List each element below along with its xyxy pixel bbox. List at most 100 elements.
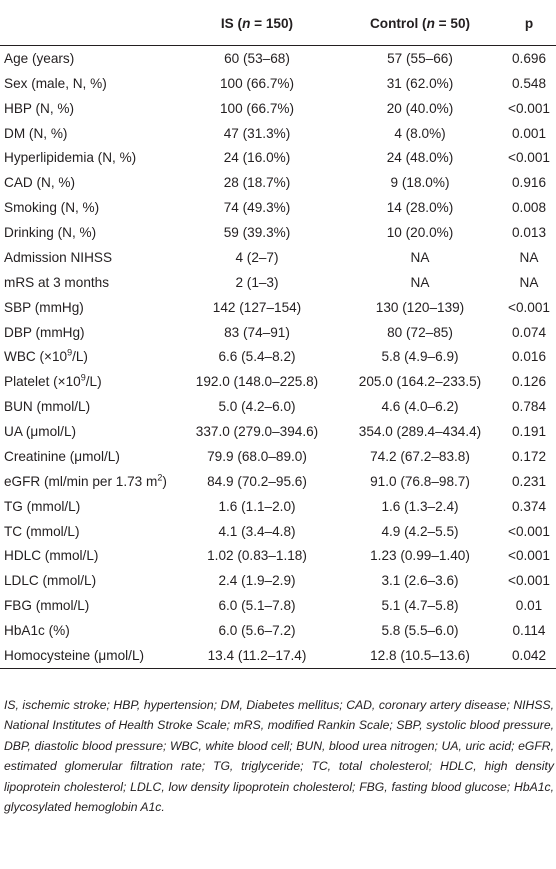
row-control-value: 24 (48.0%) xyxy=(386,150,454,166)
row-is-value: 1.6 (1.1–2.0) xyxy=(218,498,296,514)
row-variable: Platelet (×109/L) xyxy=(0,369,176,394)
header-is-n: n xyxy=(242,15,251,31)
row-p-value: <0.001 xyxy=(508,150,550,166)
row-control-value: 1.6 (1.3–2.4) xyxy=(381,498,459,514)
row-variable: TC (mmol/L) xyxy=(4,523,80,539)
row-control-value: 1.23 (0.99–1.40) xyxy=(370,548,470,564)
row-control-value: NA xyxy=(410,274,430,290)
table-row: Age (years) 60 (53–68) 57 (55–66) 0.696 xyxy=(0,46,556,71)
row-is-value: 83 (74–91) xyxy=(224,324,290,340)
row-control-value: 74.2 (67.2–83.8) xyxy=(370,448,470,464)
row-is-value: 2.4 (1.9–2.9) xyxy=(218,573,296,589)
table-row: eGFR (ml/min per 1.73 m2) 84.9 (70.2–95.6… xyxy=(0,469,556,494)
table-row: mRS at 3 months 2 (1–3) NA NA xyxy=(0,270,556,295)
row-control-value: 5.1 (4.7–5.8) xyxy=(381,598,459,614)
row-p-value: 0.114 xyxy=(512,623,546,639)
row-control-value: 4.9 (4.2–5.5) xyxy=(381,523,459,539)
table-row: FBG (mmol/L) 6.0 (5.1–7.8) 5.1 (4.7–5.8) 0.… xyxy=(0,593,556,618)
row-control-value: 91.0 (76.8–98.7) xyxy=(370,473,470,489)
row-is-value: 24 (16.0%) xyxy=(223,150,291,166)
row-variable: DM (N, %) xyxy=(4,125,68,141)
row-variable: DBP (mmHg) xyxy=(4,324,85,340)
row-p-value: 0.001 xyxy=(511,125,547,141)
table-row: Sex (male, N, %) 100 (66.7%) 31 (62.0%) 0.5… xyxy=(0,71,556,96)
row-is-value: 79.9 (68.0–89.0) xyxy=(207,448,307,464)
row-variable: Hyperlipidemia (N, %) xyxy=(4,150,137,166)
table-row: DM (N, %) 47 (31.3%) 4 (8.0%) 0.001 xyxy=(0,121,556,146)
row-variable: mRS at 3 months xyxy=(4,274,110,290)
row-variable: WBC (×109/L) xyxy=(0,345,176,370)
row-variable: Creatinine (μmol/L) xyxy=(4,448,120,464)
row-is-value: 142 (127–154) xyxy=(212,299,302,315)
row-variable-text: WBC (×10 xyxy=(4,349,68,365)
row-control-value: 4 (8.0%) xyxy=(394,125,446,141)
table-row: HDLC (mmol/L) 1.02 (0.83–1.18) 1.23 (0.99–… xyxy=(0,544,556,569)
row-p-value: 0.231 xyxy=(511,473,547,489)
row-is-value: 337.0 (279.0–394.6) xyxy=(195,424,319,440)
header-variable xyxy=(0,1,176,46)
row-variable: HbA1c (%) xyxy=(4,623,70,639)
row-variable: HBP (N, %) xyxy=(4,100,74,116)
header-control-n: n xyxy=(426,15,435,31)
table-row: Creatinine (μmol/L) 79.9 (68.0–89.0) 74.2 … xyxy=(0,444,556,469)
row-p-value: <0.001 xyxy=(508,523,550,539)
row-variable: Homocysteine (μmol/L) xyxy=(0,643,176,669)
table-row: WBC (×109/L) 6.6 (5.4–8.2) 5.8 (4.9–6.9) 0.… xyxy=(0,345,556,370)
row-p-value: 0.191 xyxy=(511,424,547,440)
row-p-value: NA xyxy=(519,274,539,290)
row-is-value: 84.9 (70.2–95.6) xyxy=(207,473,307,489)
row-p-value: 0.916 xyxy=(511,175,547,191)
row-p-value: 0.008 xyxy=(511,200,547,216)
table-footnote: IS, ischemic stroke; HBP, hypertension; … xyxy=(4,698,554,815)
row-p-value: 0.042 xyxy=(502,643,556,669)
row-is-value: 4.1 (3.4–4.8) xyxy=(218,523,296,539)
row-variable: FBG (mmol/L) xyxy=(4,598,90,614)
row-is-value: 59 (39.3%) xyxy=(223,225,291,241)
row-control-value: 20 (40.0%) xyxy=(386,100,454,116)
table-row: Hyperlipidemia (N, %) 24 (16.0%) 24 (48.0%… xyxy=(0,146,556,171)
row-control-value: 14 (28.0%) xyxy=(386,200,454,216)
row-p-value: 0.784 xyxy=(511,399,547,415)
row-control-value: 354.0 (289.4–434.4) xyxy=(358,424,482,440)
row-is-value: 192.0 (148.0–225.8) xyxy=(195,374,319,390)
table-row: LDLC (mmol/L) 2.4 (1.9–2.9) 3.1 (2.6–3.6) <… xyxy=(0,568,556,593)
row-variable-superscript: 9 xyxy=(67,347,73,358)
row-control-value: 9 (18.0%) xyxy=(390,175,450,191)
row-is-value: 74 (49.3%) xyxy=(223,200,291,216)
row-control-value: 10 (20.0%) xyxy=(386,225,454,241)
row-p-value: 0.013 xyxy=(511,225,547,241)
row-variable: LDLC (mmol/L) xyxy=(4,573,97,589)
row-variable: Drinking (N, %) xyxy=(4,225,97,241)
row-variable: HDLC (mmol/L) xyxy=(4,548,99,564)
row-p-value: 0.696 xyxy=(511,50,547,66)
row-is-value: 6.0 (5.6–7.2) xyxy=(218,623,296,639)
row-p-value: 0.016 xyxy=(511,349,547,365)
row-control-value: 3.1 (2.6–3.6) xyxy=(381,573,459,589)
table-row: HBP (N, %) 100 (66.7%) 20 (40.0%) <0.001 xyxy=(0,96,556,121)
table-row: TG (mmol/L) 1.6 (1.1–2.0) 1.6 (1.3–2.4) 0.3… xyxy=(0,494,556,519)
row-p-value: 0.126 xyxy=(511,374,547,390)
row-p-value: <0.001 xyxy=(508,548,550,564)
baseline-characteristics-table: IS (n = 150) Control (n = 50) p Age (yea… xyxy=(0,1,556,669)
row-p-value: NA xyxy=(519,249,539,265)
row-control-value: 4.6 (4.0–6.2) xyxy=(381,399,459,415)
table-row: UA (μmol/L) 337.0 (279.0–394.6) 354.0 (289… xyxy=(0,419,556,444)
row-control-value: 80 (72–85) xyxy=(387,324,453,340)
row-variable: SBP (mmHg) xyxy=(4,299,84,315)
table-row: CAD (N, %) 28 (18.7%) 9 (18.0%) 0.916 xyxy=(0,170,556,195)
row-variable-text: Platelet (×10 xyxy=(4,374,81,390)
row-variable-unit: /L) xyxy=(72,349,88,365)
row-variable: TG (mmol/L) xyxy=(4,498,81,514)
table-row: Admission NIHSS 4 (2–7) NA NA xyxy=(0,245,556,270)
row-is-value: 28 (18.7%) xyxy=(223,175,291,191)
row-is-value: 5.0 (4.2–6.0) xyxy=(218,399,296,415)
row-control-value: 205.0 (164.2–233.5) xyxy=(358,374,482,390)
row-control-value: 5.8 (5.5–6.0) xyxy=(381,623,459,639)
row-variable: Smoking (N, %) xyxy=(4,200,100,216)
table-row: BUN (mmol/L) 5.0 (4.2–6.0) 4.6 (4.0–6.2) 0.… xyxy=(0,394,556,419)
row-p-value: 0.172 xyxy=(511,448,547,464)
table-row: Smoking (N, %) 74 (49.3%) 14 (28.0%) 0.008 xyxy=(0,195,556,220)
row-control-value: 31 (62.0%) xyxy=(386,75,454,91)
row-is-value: 100 (66.7%) xyxy=(219,75,295,91)
